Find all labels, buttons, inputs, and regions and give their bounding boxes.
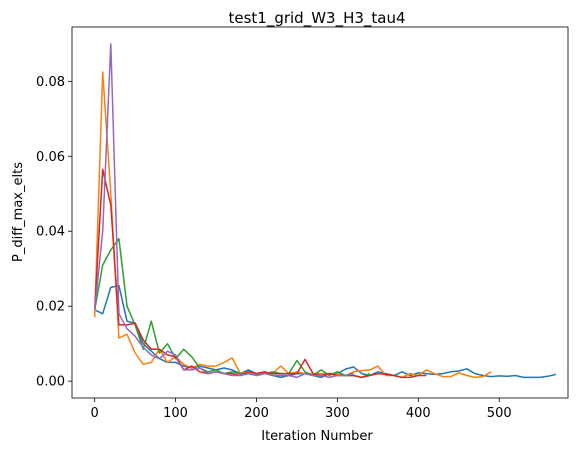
- y-tick-label: 0.04: [36, 225, 65, 240]
- x-tick-label: 100: [163, 406, 188, 421]
- y-tick-label: 0.08: [36, 75, 65, 90]
- series-line-1: [94, 284, 557, 379]
- y-axis: 0.00 0.02 0.04 0.06 0.08: [36, 75, 72, 390]
- series-line-3: [93, 237, 371, 379]
- x-axis: 0 100 200 300 400 500: [91, 398, 512, 421]
- x-tick-label: 200: [244, 406, 269, 421]
- y-axis-label: P_diff_max_elts: [11, 162, 26, 262]
- y-tick-label: 0.02: [36, 300, 65, 315]
- y-tick-label: 0.06: [36, 150, 65, 165]
- series-line-4: [93, 168, 427, 379]
- plot-area: [93, 43, 557, 379]
- x-tick-label: 0: [91, 406, 99, 421]
- x-tick-label: 500: [487, 406, 512, 421]
- y-tick-label: 0.00: [36, 375, 65, 390]
- chart-title: test1_grid_W3_H3_tau4: [228, 9, 405, 28]
- x-axis-label: Iteration Number: [261, 429, 373, 444]
- x-tick-label: 400: [406, 406, 431, 421]
- axes-frame: [71, 26, 569, 399]
- series-line-5: [93, 43, 354, 379]
- x-tick-label: 300: [325, 406, 350, 421]
